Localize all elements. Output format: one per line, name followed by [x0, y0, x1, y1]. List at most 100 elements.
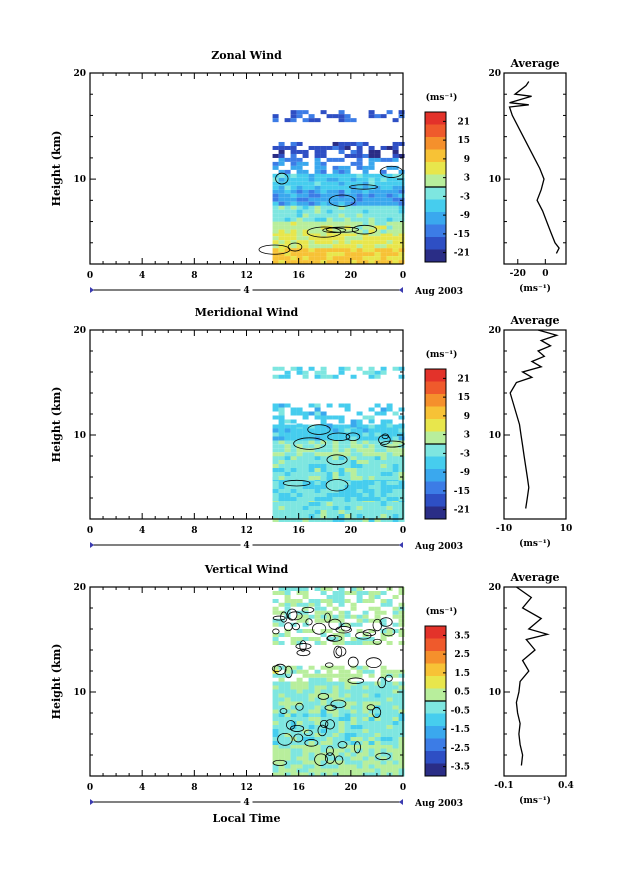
- heatmap-cell: [392, 157, 399, 162]
- heatmap-cell: [332, 518, 339, 522]
- heatmap-cell: [290, 149, 297, 154]
- heatmap-cell: [314, 244, 321, 249]
- contour-line: [327, 634, 336, 641]
- colorbar-segment: [425, 638, 446, 652]
- heatmap-cell: [338, 610, 345, 615]
- heatmap-cell: [356, 709, 363, 714]
- heatmap-cell: [356, 181, 363, 186]
- heatmap-cell: [302, 225, 309, 230]
- heatmap-cell: [326, 737, 333, 741]
- heatmap-cell: [380, 476, 387, 480]
- heatmap-cell: [392, 721, 399, 725]
- heatmap-cell: [302, 436, 309, 441]
- heatmap-cell: [320, 633, 327, 637]
- heatmap-cell: [284, 432, 291, 437]
- contour-line: [381, 627, 396, 637]
- heatmap-cell: [272, 424, 279, 429]
- heatmap-cell: [278, 685, 285, 690]
- contour-line: [280, 611, 288, 623]
- heatmap-cell: [386, 193, 393, 198]
- heatmap-cell: [278, 415, 285, 420]
- heatmap-cell: [302, 485, 309, 489]
- heatmap-cell: [296, 713, 303, 717]
- heatmap-cell: [272, 737, 279, 741]
- heatmap-cell: [284, 476, 291, 480]
- heatmap-cell: [356, 472, 363, 476]
- heatmap-cell: [308, 602, 315, 607]
- heatmap-cell: [308, 248, 315, 253]
- heatmap-cell: [272, 205, 279, 210]
- heatmap-cell: [314, 205, 321, 210]
- heatmap-cell: [296, 193, 303, 198]
- heatmap-cell: [302, 476, 309, 480]
- heatmap-cell: [326, 193, 333, 198]
- heatmap-cell: [374, 181, 381, 186]
- heatmap-cell: [386, 448, 393, 453]
- heatmap-cell: [320, 432, 327, 437]
- heatmap-cell: [386, 165, 393, 170]
- heatmap-cell: [350, 444, 357, 449]
- heatmap-cell: [356, 689, 363, 694]
- heatmap-cell: [284, 370, 291, 375]
- heatmap-cell: [326, 669, 333, 674]
- heatmap-cell: [290, 472, 297, 476]
- heatmap-cell: [284, 729, 291, 733]
- heatmap-cell: [374, 428, 381, 433]
- heatmap-cell: [374, 741, 381, 745]
- heatmap-cell: [332, 744, 339, 749]
- heatmap-cell: [368, 149, 375, 154]
- heatmap-cell: [332, 693, 339, 698]
- heatmap-cell: [374, 403, 381, 408]
- heatmap-cell: [368, 705, 375, 710]
- heatmap-cell: [272, 201, 279, 206]
- heatmap-cell: [338, 232, 345, 237]
- heatmap-cell: [272, 165, 279, 170]
- heatmap-cell: [332, 637, 339, 641]
- contour-line: [322, 227, 347, 233]
- heatmap-cell: [356, 460, 363, 464]
- heatmap-cell: [356, 685, 363, 690]
- heatmap-cell: [290, 489, 297, 493]
- heatmap-cell: [326, 244, 333, 249]
- heatmap-cell: [284, 725, 291, 729]
- heatmap-cell: [338, 514, 345, 518]
- heatmap-cell: [386, 756, 393, 761]
- heatmap-cell: [362, 424, 369, 429]
- heatmap-cell: [392, 225, 399, 230]
- heatmap-cell: [338, 221, 345, 226]
- heatmap-cell: [392, 452, 399, 457]
- heatmap-cell: [320, 693, 327, 698]
- heatmap-cell: [278, 721, 285, 725]
- heatmap-cell: [314, 497, 321, 501]
- heatmap-cell: [284, 225, 291, 230]
- heatmap-cell: [290, 256, 297, 261]
- heatmap-cell: [332, 733, 339, 737]
- heatmap-cell: [284, 481, 291, 485]
- heatmap-cell: [320, 485, 327, 489]
- heatmap-cell: [368, 641, 375, 645]
- heatmap-cell: [338, 602, 345, 607]
- heatmap-cell: [284, 705, 291, 710]
- profile-title: Average: [509, 571, 559, 584]
- heatmap-cell: [302, 256, 309, 261]
- heatmap-cell: [302, 614, 309, 619]
- heatmap-cell: [368, 232, 375, 237]
- heatmap-cell: [314, 448, 321, 453]
- heatmap-cell: [386, 419, 393, 424]
- heatmap-cell: [386, 181, 393, 186]
- heatmap-cell: [314, 733, 321, 737]
- heatmap-cell: [326, 599, 333, 603]
- heatmap-cell: [314, 217, 321, 222]
- heatmap-cell: [368, 721, 375, 725]
- heatmap-cell: [296, 756, 303, 761]
- heatmap-cell: [296, 141, 303, 146]
- heatmap-cell: [290, 185, 297, 190]
- heatmap-cell: [278, 472, 285, 476]
- heatmap-cell: [392, 185, 399, 190]
- heatmap-cell: [302, 472, 309, 476]
- heatmap-cell: [392, 149, 399, 154]
- heatmap-cell: [338, 456, 345, 460]
- heatmap-cell: [272, 606, 279, 611]
- heatmap-cell: [398, 423, 405, 428]
- heatmap-cell: [320, 464, 327, 468]
